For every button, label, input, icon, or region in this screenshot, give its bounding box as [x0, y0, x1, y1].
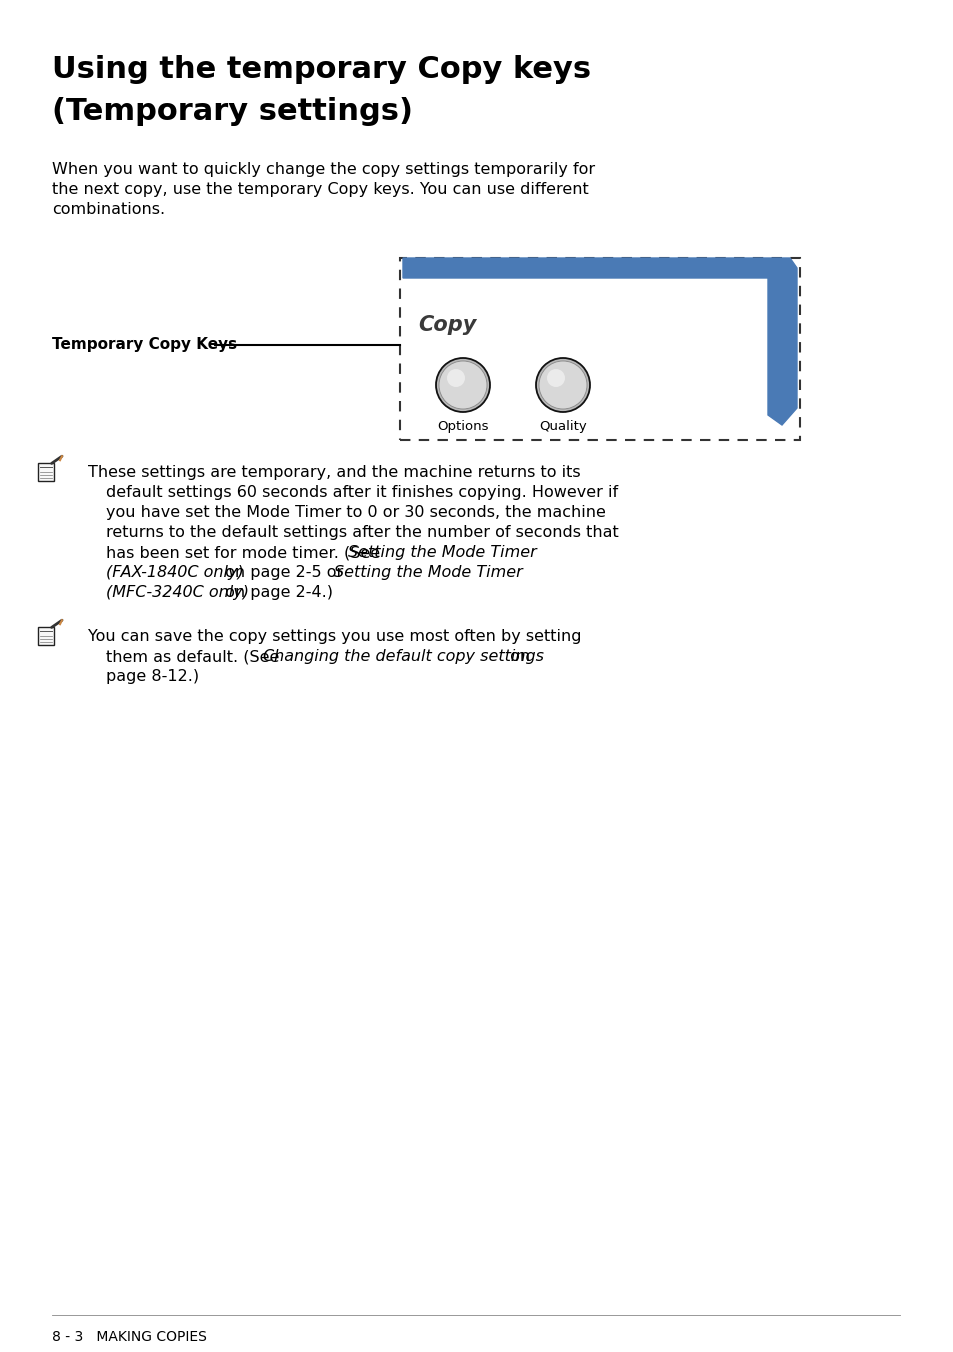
Circle shape: [546, 369, 564, 387]
Circle shape: [538, 361, 586, 410]
Circle shape: [438, 361, 486, 410]
Text: Temporary Copy Keys: Temporary Copy Keys: [52, 338, 237, 353]
Text: combinations.: combinations.: [52, 201, 165, 218]
Text: (FAX-1840C only): (FAX-1840C only): [106, 565, 244, 580]
Text: has been set for mode timer. (See: has been set for mode timer. (See: [106, 545, 385, 560]
Text: (Temporary settings): (Temporary settings): [52, 97, 413, 126]
FancyBboxPatch shape: [38, 464, 53, 481]
Circle shape: [536, 358, 589, 412]
Text: You can save the copy settings you use most often by setting: You can save the copy settings you use m…: [88, 629, 581, 644]
Polygon shape: [402, 258, 796, 425]
Text: Copy: Copy: [417, 315, 476, 335]
Text: Quality: Quality: [538, 420, 586, 433]
Text: Options: Options: [436, 420, 488, 433]
Text: the next copy, use the temporary Copy keys. You can use different: the next copy, use the temporary Copy ke…: [52, 183, 588, 197]
Text: Changing the default copy settings: Changing the default copy settings: [263, 649, 543, 664]
Text: page 8-12.): page 8-12.): [106, 669, 199, 684]
Text: you have set the Mode Timer to 0 or 30 seconds, the machine: you have set the Mode Timer to 0 or 30 s…: [106, 506, 605, 521]
Text: Setting the Mode Timer: Setting the Mode Timer: [348, 545, 537, 560]
Bar: [399, 258, 800, 439]
FancyBboxPatch shape: [38, 627, 53, 645]
Text: When you want to quickly change the copy settings temporarily for: When you want to quickly change the copy…: [52, 162, 595, 177]
Text: them as default. (See: them as default. (See: [106, 649, 284, 664]
Text: (MFC-3240C only): (MFC-3240C only): [106, 585, 249, 600]
Text: These settings are temporary, and the machine returns to its: These settings are temporary, and the ma…: [88, 465, 580, 480]
Circle shape: [436, 358, 490, 412]
Text: 8 - 3   MAKING COPIES: 8 - 3 MAKING COPIES: [52, 1330, 207, 1344]
Text: Setting the Mode Timer: Setting the Mode Timer: [334, 565, 522, 580]
Circle shape: [447, 369, 464, 387]
Text: returns to the default settings after the number of seconds that: returns to the default settings after th…: [106, 525, 618, 539]
Text: default settings 60 seconds after it finishes copying. However if: default settings 60 seconds after it fin…: [106, 485, 618, 500]
Text: on: on: [505, 649, 530, 664]
Text: on page 2-4.): on page 2-4.): [220, 585, 333, 600]
Text: on page 2-5 or: on page 2-5 or: [220, 565, 348, 580]
Text: Using the temporary Copy keys: Using the temporary Copy keys: [52, 55, 591, 84]
